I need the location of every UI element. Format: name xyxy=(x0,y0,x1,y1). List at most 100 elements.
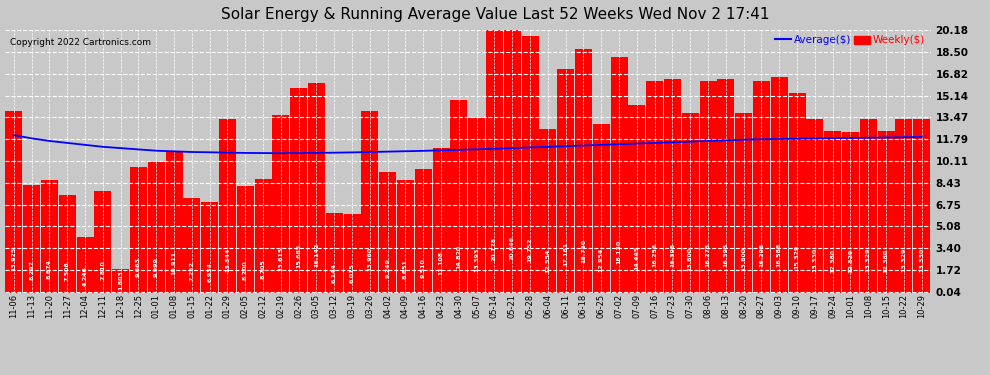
Bar xyxy=(76,237,93,292)
Text: 7.252: 7.252 xyxy=(189,261,194,281)
Bar xyxy=(593,124,610,292)
Text: 6.934: 6.934 xyxy=(207,262,212,282)
Text: 6.144: 6.144 xyxy=(332,263,337,283)
Text: 9.999: 9.999 xyxy=(153,257,158,277)
Bar xyxy=(718,79,735,292)
Bar xyxy=(183,198,200,292)
Bar xyxy=(557,69,574,292)
Text: 10.911: 10.911 xyxy=(171,251,176,276)
Text: 14.820: 14.820 xyxy=(456,245,461,269)
Text: 16.256: 16.256 xyxy=(652,243,657,267)
Text: 18.730: 18.730 xyxy=(581,239,586,263)
Bar xyxy=(486,30,503,292)
Bar xyxy=(895,119,913,292)
Text: 8.705: 8.705 xyxy=(260,259,265,279)
Bar xyxy=(736,113,752,292)
Text: 11.108: 11.108 xyxy=(439,251,444,275)
Text: 18.130: 18.130 xyxy=(617,240,622,264)
Bar xyxy=(23,184,41,292)
Text: 16.588: 16.588 xyxy=(777,242,782,267)
Bar xyxy=(272,116,289,292)
Bar xyxy=(130,167,147,292)
Bar xyxy=(41,180,57,292)
Bar xyxy=(201,202,218,292)
Bar xyxy=(468,118,485,292)
Bar xyxy=(361,111,378,292)
Bar xyxy=(219,119,236,292)
Bar xyxy=(397,180,414,292)
Bar xyxy=(700,81,717,292)
Text: 12.380: 12.380 xyxy=(831,249,836,273)
Text: 20.178: 20.178 xyxy=(492,237,497,261)
Bar xyxy=(326,213,343,292)
Text: 15.685: 15.685 xyxy=(296,244,301,268)
Text: 9.663: 9.663 xyxy=(136,258,141,278)
Bar xyxy=(771,77,788,292)
Bar xyxy=(842,132,859,292)
Bar xyxy=(94,191,111,292)
Text: 12.380: 12.380 xyxy=(884,249,889,273)
Text: 8.651: 8.651 xyxy=(403,259,408,279)
Text: 16.395: 16.395 xyxy=(724,243,729,267)
Bar xyxy=(308,82,325,292)
Bar xyxy=(344,214,360,292)
Text: 12.954: 12.954 xyxy=(599,248,604,272)
Bar xyxy=(165,151,182,292)
Text: 12.329: 12.329 xyxy=(848,249,853,273)
Text: 12.554: 12.554 xyxy=(545,249,550,273)
Bar xyxy=(237,186,253,292)
Text: Copyright 2022 Cartronics.com: Copyright 2022 Cartronics.com xyxy=(10,38,150,47)
Bar xyxy=(664,79,681,292)
Text: 9.249: 9.249 xyxy=(385,258,390,278)
Bar xyxy=(290,88,307,292)
Bar xyxy=(825,132,842,292)
Text: 6.015: 6.015 xyxy=(349,263,354,283)
Bar xyxy=(646,81,663,292)
Text: 16.142: 16.142 xyxy=(314,243,319,267)
Text: 13.800: 13.800 xyxy=(688,247,693,271)
Bar xyxy=(860,119,877,292)
Bar xyxy=(522,36,539,292)
Text: 13.330: 13.330 xyxy=(919,248,925,272)
Bar xyxy=(504,24,521,292)
Text: 13.800: 13.800 xyxy=(742,247,746,271)
Bar xyxy=(450,100,467,292)
Text: 9.510: 9.510 xyxy=(421,258,426,278)
Text: 15.329: 15.329 xyxy=(795,244,800,268)
Text: 17.161: 17.161 xyxy=(563,242,568,266)
Text: 13.925: 13.925 xyxy=(11,246,17,271)
Text: 20.646: 20.646 xyxy=(510,236,515,260)
Bar xyxy=(148,162,164,292)
Text: 14.445: 14.445 xyxy=(635,246,640,270)
Text: 19.752: 19.752 xyxy=(528,237,533,262)
Text: 8.297: 8.297 xyxy=(29,260,34,279)
Text: Solar Energy & Running Average Value Last 52 Weeks Wed Nov 2 17:41: Solar Energy & Running Average Value Las… xyxy=(221,8,769,22)
Bar xyxy=(415,169,432,292)
Text: 13.329: 13.329 xyxy=(902,248,907,272)
Bar xyxy=(540,129,556,292)
Text: 16.395: 16.395 xyxy=(670,243,675,267)
Bar xyxy=(682,113,699,292)
Bar xyxy=(254,179,271,292)
Bar xyxy=(878,132,895,292)
Text: 13.330: 13.330 xyxy=(813,248,818,272)
Text: 13.393: 13.393 xyxy=(474,248,479,272)
Text: 13.615: 13.615 xyxy=(278,247,283,271)
Text: 13.329: 13.329 xyxy=(866,248,871,272)
Bar xyxy=(611,57,628,292)
Text: 8.200: 8.200 xyxy=(243,260,248,280)
Text: 16.275: 16.275 xyxy=(706,243,711,267)
Bar xyxy=(433,148,449,292)
Bar xyxy=(753,81,770,292)
Text: 1.803: 1.803 xyxy=(118,270,123,290)
Bar xyxy=(58,195,75,292)
Bar xyxy=(5,111,23,292)
Bar xyxy=(575,49,592,292)
Text: 4.246: 4.246 xyxy=(82,266,87,286)
Text: 8.674: 8.674 xyxy=(47,259,51,279)
Bar xyxy=(807,119,824,292)
Bar xyxy=(913,119,931,292)
Bar xyxy=(112,269,129,292)
Text: 16.295: 16.295 xyxy=(759,243,764,267)
Bar xyxy=(629,105,645,292)
